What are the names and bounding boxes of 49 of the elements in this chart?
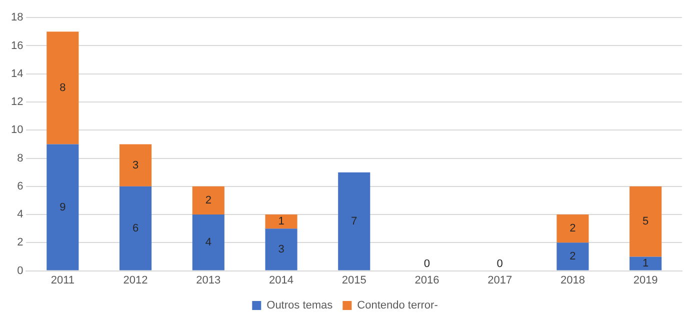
y-tick-label: 2 (17, 236, 24, 249)
bar (46, 144, 79, 270)
data-label: 7 (351, 215, 358, 228)
bar (556, 242, 589, 270)
x-tick-label: 2012 (123, 274, 148, 286)
data-label: 1 (278, 216, 284, 228)
bar (338, 172, 370, 270)
data-label: 4 (205, 236, 212, 248)
x-tick-label: 2016 (414, 274, 440, 286)
bar (46, 32, 79, 144)
data-label: 3 (278, 243, 284, 256)
bar (630, 256, 662, 270)
x-tick-label: 2015 (342, 274, 366, 286)
data-label: 2 (570, 250, 576, 263)
bar (192, 214, 224, 270)
bar (120, 144, 152, 186)
data-label: 1 (642, 258, 649, 270)
bar (120, 186, 152, 270)
y-tick-label: 8 (17, 152, 24, 164)
legend-label: Outros temas (266, 300, 334, 312)
legend-label: Contendo terror- (357, 300, 438, 312)
y-tick-label: 18 (10, 12, 24, 24)
bar (265, 228, 298, 270)
x-tick-label: 2014 (269, 274, 294, 286)
data-label: 8 (60, 82, 66, 94)
data-label: 2 (570, 222, 576, 235)
data-label: 2 (205, 194, 212, 206)
data-label: 0 (424, 258, 430, 270)
y-tick-label: 6 (17, 180, 24, 192)
y-tick-label: 4 (17, 208, 24, 221)
bar (265, 214, 298, 229)
x-tick-label: 2019 (633, 274, 658, 286)
bar (630, 186, 662, 257)
bar (192, 186, 224, 215)
x-tick-label: 2018 (560, 274, 585, 286)
y-tick-label: 12 (10, 96, 24, 108)
y-tick-label: 14 (10, 68, 24, 80)
x-tick-label: 2011 (50, 274, 74, 286)
data-label: 3 (132, 159, 139, 172)
y-tick-label: 10 (10, 124, 24, 136)
data-label: 0 (496, 258, 503, 270)
bar (556, 214, 589, 243)
data-label: 6 (132, 222, 139, 234)
x-tick-label: 2017 (488, 274, 512, 286)
x-tick-label: 2013 (196, 274, 221, 286)
y-tick-label: 16 (10, 40, 24, 52)
y-tick-label: 0 (17, 264, 24, 277)
data-label: 9 (60, 201, 66, 214)
data-label: 5 (642, 216, 649, 228)
